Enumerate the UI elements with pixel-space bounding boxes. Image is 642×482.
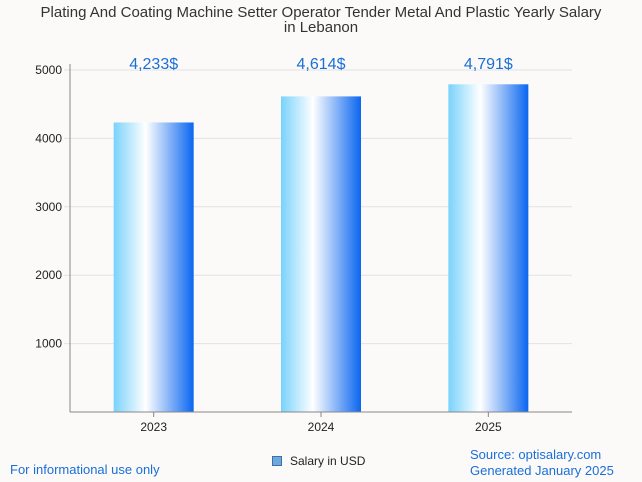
data-label: 4,614$ [297,56,346,73]
data-label: 4,791$ [464,56,513,73]
y-tick-label: 1000 [35,337,62,351]
y-tick-label: 2000 [35,268,62,282]
legend-label: Salary in USD [290,454,366,468]
bar-2025 [448,84,529,413]
legend-swatch [272,456,282,466]
source-text: Source: optisalary.com [470,447,602,462]
data-label: 4,233$ [129,56,178,73]
y-tick-label: 4000 [35,131,62,145]
legend: Salary in USD [272,454,365,468]
generated-text: Generated January 2025 [470,463,614,478]
chart-title-line-1: Plating And Coating Machine Setter Opera… [40,4,602,21]
x-tick-label: 2025 [475,420,502,434]
x-tick-label: 2024 [308,420,335,434]
source-block: Source: optisalary.com Generated January… [470,447,614,479]
bar-2024 [281,96,361,412]
chart-title-line-2: in Lebanon [283,19,359,36]
x-tick-label: 2023 [140,420,167,434]
y-tick-label: 5000 [35,63,62,77]
disclaimer-note: For informational use only [10,462,160,477]
y-tick-label: 3000 [35,200,62,214]
bar-2023 [113,122,194,412]
